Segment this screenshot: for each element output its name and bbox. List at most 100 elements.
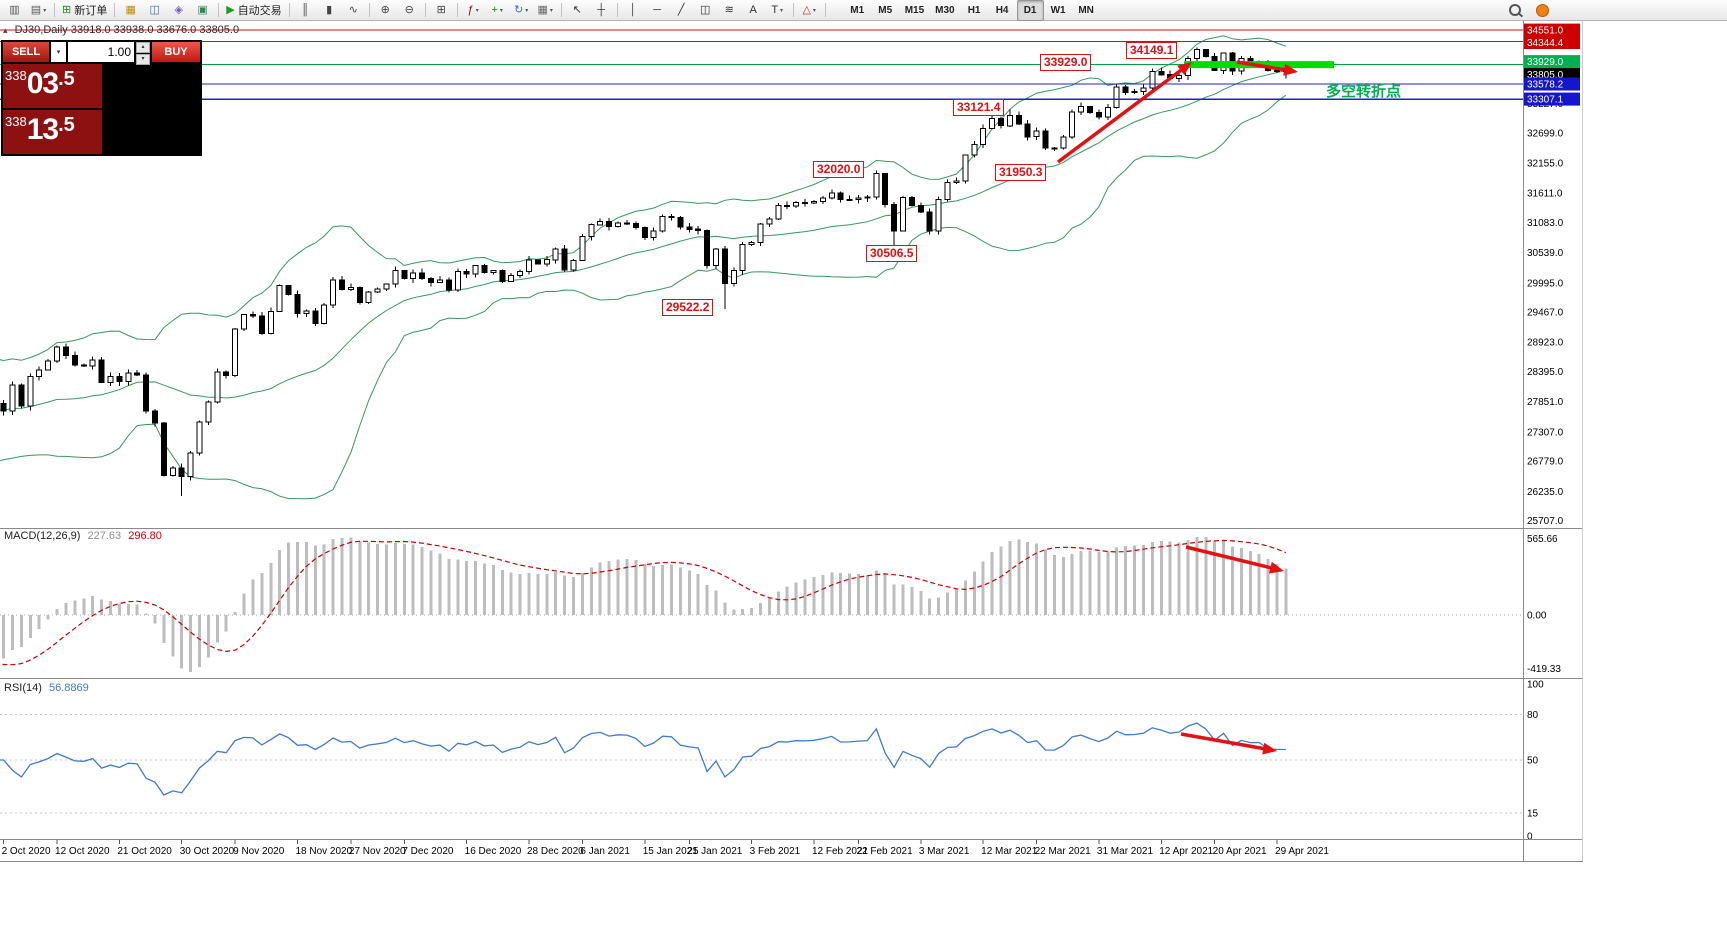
- line-chart-icon[interactable]: ∿: [342, 1, 365, 20]
- chevron-down-icon: ▾: [525, 7, 529, 14]
- turning-point-note[interactable]: 多空转折点: [1326, 83, 1402, 100]
- toolbar-separator: [114, 3, 116, 17]
- sell-price-big-digits: 03: [26, 67, 59, 100]
- zoom-in-icon-glyph: ⊕: [380, 3, 390, 16]
- period-refresh-icon[interactable]: ↻ ▾: [510, 1, 533, 20]
- svg-text:31 Mar 2021: 31 Mar 2021: [1097, 846, 1154, 857]
- price-annotation-tag[interactable]: 32020.0: [813, 161, 865, 178]
- price-annotation-tag[interactable]: 31950.3: [995, 164, 1047, 181]
- svg-text:20 Apr 2021: 20 Apr 2021: [1213, 846, 1267, 857]
- one-click-top-row: SELL ▾ ▴ ▾ BUY: [3, 42, 200, 65]
- equidistant-channel-icon[interactable]: ◫: [694, 1, 717, 20]
- price-annotation-tag[interactable]: 33121.4: [953, 99, 1005, 116]
- svg-text:28923.0: 28923.0: [1527, 338, 1564, 349]
- timeframe-m1[interactable]: M1: [850, 4, 865, 16]
- text-icon-glyph: A: [749, 3, 757, 16]
- timeframe-h4[interactable]: H4: [995, 4, 1009, 16]
- spinner-up-icon[interactable]: ▴: [136, 42, 150, 53]
- svg-text:80: 80: [1527, 710, 1539, 721]
- timeframe-d1[interactable]: D1: [1016, 0, 1044, 21]
- chevron-down-icon: ▾: [780, 7, 784, 14]
- one-click-collapse-icon[interactable]: ▴: [3, 25, 8, 35]
- svg-text:33578.2: 33578.2: [1527, 80, 1564, 91]
- svg-text:-419.33: -419.33: [1527, 664, 1561, 675]
- timeframe-m15[interactable]: M15: [904, 4, 925, 16]
- svg-text:29995.0: 29995.0: [1527, 278, 1564, 289]
- fibonacci-icon-glyph: ≋: [724, 3, 734, 16]
- market-watch-icon[interactable]: ▦: [119, 1, 142, 20]
- zoom-out-icon[interactable]: ⊖: [398, 1, 421, 20]
- svg-text:27851.0: 27851.0: [1527, 397, 1564, 408]
- navigator-icon[interactable]: ◈: [167, 1, 190, 20]
- toolbar-separator: [424, 3, 426, 17]
- indicators-icon[interactable]: ƒ ▾: [462, 1, 485, 20]
- svg-text:22 Mar 2021: 22 Mar 2021: [1035, 846, 1092, 857]
- volume-preset-dropdown[interactable]: ▾: [51, 42, 66, 62]
- zoom-in-icon[interactable]: ⊕: [374, 1, 397, 20]
- svg-text:3 Feb 2021: 3 Feb 2021: [750, 846, 801, 857]
- text-icon[interactable]: A: [742, 1, 765, 20]
- svg-text:29 Apr 2021: 29 Apr 2021: [1275, 846, 1329, 857]
- spinner-down-icon[interactable]: ▾: [136, 54, 150, 65]
- svg-text:15: 15: [1527, 809, 1539, 820]
- price-annotation-tag[interactable]: 29522.2: [662, 299, 714, 316]
- search-icon-glyph: [1508, 4, 1521, 16]
- chevron-down-icon: ▾: [499, 7, 503, 14]
- community-icon[interactable]: [1531, 1, 1554, 20]
- candlestick-chart-icon[interactable]: ▮: [318, 1, 341, 20]
- crosshair-icon[interactable]: ┼: [590, 1, 613, 20]
- data-window-icon[interactable]: ◫: [143, 1, 166, 20]
- buy-price-display: 338 13.5: [3, 110, 102, 154]
- new-order-button-glyph: ⊞: [62, 3, 72, 16]
- fibonacci-icon[interactable]: ≋: [718, 1, 741, 20]
- autotrading-button[interactable]: ▶ 自动交易: [223, 1, 284, 20]
- svg-text:32699.0: 32699.0: [1527, 128, 1564, 139]
- svg-text:16 Dec 2020: 16 Dec 2020: [465, 846, 522, 857]
- toolbar-separator: [824, 3, 826, 17]
- svg-text:0.00: 0.00: [1527, 610, 1547, 621]
- arrows-shapes-icon[interactable]: △ ▾: [798, 1, 821, 20]
- cursor-icon-glyph: ↖: [572, 3, 582, 16]
- trendline-icon[interactable]: ╱: [670, 1, 693, 20]
- svg-text:2 Oct 2020: 2 Oct 2020: [2, 846, 51, 857]
- chart-low-value: 33676.0: [156, 24, 197, 36]
- bar-chart-icon-glyph: ║: [301, 3, 310, 16]
- svg-text:31083.0: 31083.0: [1527, 218, 1564, 229]
- price-annotation-tag[interactable]: 33929.0: [1040, 54, 1092, 71]
- vertical-line-icon[interactable]: │: [622, 1, 645, 20]
- svg-text:33307.1: 33307.1: [1527, 95, 1564, 106]
- period-refresh-icon-glyph: ↻: [514, 3, 524, 16]
- volume-input[interactable]: [68, 42, 134, 62]
- new-chart-icon[interactable]: ▥: [3, 1, 26, 20]
- horizontal-line-icon[interactable]: ─: [646, 1, 669, 20]
- cursor-icon[interactable]: ↖: [566, 1, 589, 20]
- new-order-button[interactable]: ⊞ 新订单: [59, 1, 110, 20]
- sell-button[interactable]: SELL: [3, 42, 49, 62]
- data-window-icon-glyph: ◫: [149, 3, 160, 16]
- buy-price-prefix: 338: [5, 114, 27, 129]
- timeframe-h1[interactable]: H1: [967, 4, 981, 16]
- svg-text:25707.0: 25707.0: [1527, 516, 1564, 527]
- terminal-icon[interactable]: ▣: [191, 1, 214, 20]
- new-order-button-label: 新订单: [74, 5, 108, 17]
- chevron-down-icon: ▾: [475, 7, 479, 14]
- toolbar-separator: [368, 3, 370, 17]
- macd-main-value: 227.63: [87, 530, 122, 542]
- buy-button[interactable]: BUY: [152, 42, 200, 62]
- svg-text:26235.0: 26235.0: [1527, 487, 1564, 498]
- timeframe-m30[interactable]: M30: [935, 4, 955, 16]
- price-annotation-tag[interactable]: 30506.5: [866, 245, 918, 262]
- templates-icon[interactable]: ▦ ▾: [534, 1, 557, 20]
- text-label-icon-glyph: T: [771, 3, 779, 16]
- search-icon[interactable]: [1503, 1, 1526, 20]
- timeframe-w1[interactable]: W1: [1050, 4, 1066, 16]
- add-indicator-icon[interactable]: + ▾: [486, 1, 509, 20]
- price-annotation-tag[interactable]: 34149.1: [1126, 42, 1178, 59]
- tile-windows-icon[interactable]: ⊞: [430, 1, 453, 20]
- timeframe-mn[interactable]: MN: [1078, 4, 1094, 16]
- timeframe-m5[interactable]: M5: [878, 4, 893, 16]
- bar-chart-icon[interactable]: ║: [294, 1, 317, 20]
- text-label-icon[interactable]: T ▾: [766, 1, 789, 20]
- chart-profiles-icon[interactable]: ▤ ▾: [27, 1, 50, 20]
